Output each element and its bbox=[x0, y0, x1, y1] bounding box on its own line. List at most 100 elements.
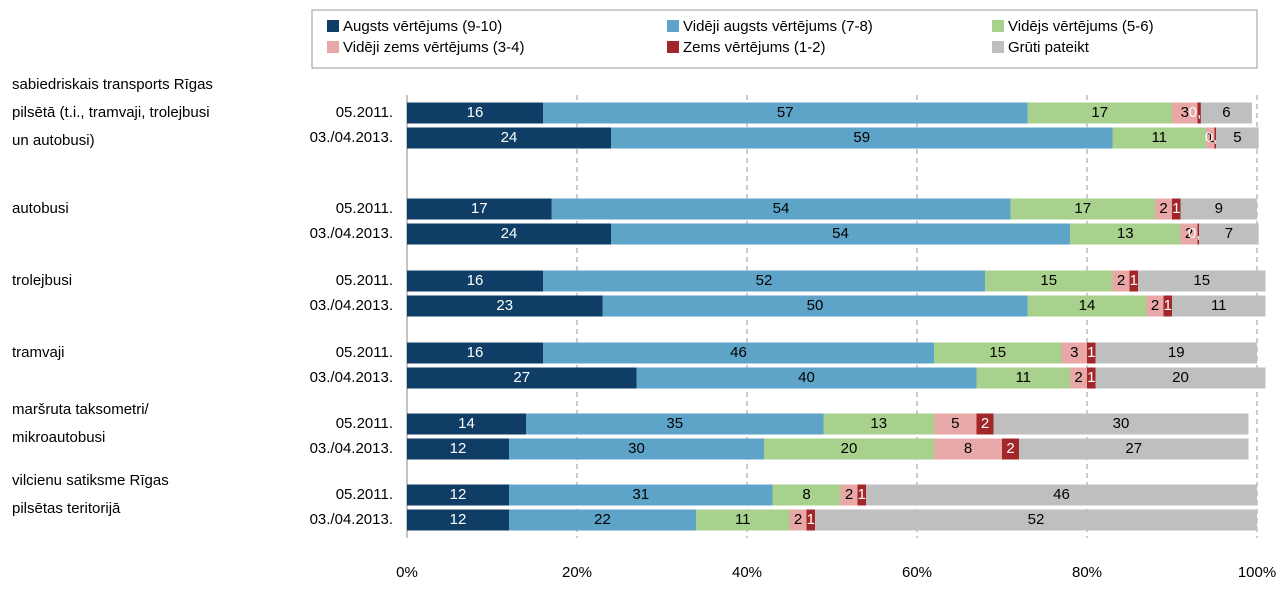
bar-segment bbox=[985, 270, 1113, 292]
bar-segment bbox=[509, 484, 773, 506]
data-label: 23 bbox=[496, 297, 513, 314]
data-label: 12 bbox=[450, 440, 467, 457]
data-label: 2 bbox=[981, 415, 989, 432]
data-label: 40 bbox=[798, 369, 815, 386]
data-label: 1 bbox=[1172, 200, 1180, 217]
legend-label: Augsts vērtējums (9-10) bbox=[343, 18, 502, 35]
data-label: 24 bbox=[501, 225, 518, 242]
legend-box bbox=[311, 9, 1258, 69]
bar-segment bbox=[407, 223, 611, 245]
bar-segment bbox=[1112, 127, 1206, 149]
legend-label: Vidēji augsts vērtējums (7-8) bbox=[683, 18, 873, 35]
bar-segment bbox=[1172, 295, 1266, 317]
data-label: 11 bbox=[735, 511, 751, 528]
group-label: pilsētas teritorijā bbox=[12, 500, 121, 517]
legend-label: Grūti pateikt bbox=[1008, 39, 1090, 56]
bar-segment bbox=[1180, 198, 1257, 220]
bar-segment bbox=[407, 295, 603, 317]
y-tick-label: 03./04.2013. bbox=[310, 440, 393, 457]
bar-segment bbox=[543, 342, 934, 364]
bar-segment bbox=[815, 509, 1257, 531]
y-tick-label: 05.2011. bbox=[336, 104, 393, 121]
group-label: autobusi bbox=[12, 200, 69, 217]
bar-segment bbox=[840, 484, 858, 506]
data-label: 2 bbox=[1151, 297, 1159, 314]
data-label: 1 bbox=[1130, 272, 1138, 289]
group-label: mikroautobusi bbox=[12, 429, 105, 446]
bar-segment bbox=[1197, 102, 1201, 124]
x-tick-label: 0% bbox=[396, 564, 418, 581]
bar-segment bbox=[772, 484, 841, 506]
bar-segment bbox=[934, 438, 1002, 460]
bar-segment bbox=[636, 367, 977, 389]
bar-segment bbox=[696, 509, 790, 531]
bar-segment bbox=[806, 509, 815, 531]
bar-segment bbox=[407, 413, 526, 435]
bar-segment bbox=[551, 198, 1011, 220]
bar-segment bbox=[866, 484, 1257, 506]
group-label: sabiedriskais transports Rīgas bbox=[12, 76, 213, 93]
bar-segment bbox=[1172, 198, 1181, 220]
data-label: 54 bbox=[832, 225, 849, 242]
x-tick-label: 100% bbox=[1238, 564, 1276, 581]
bar-segment bbox=[1112, 270, 1130, 292]
data-label: 9 bbox=[1215, 200, 1223, 217]
data-label: 2 bbox=[1074, 369, 1082, 386]
y-tick-label: 05.2011. bbox=[336, 272, 393, 289]
y-tick-label: 03./04.2013. bbox=[310, 297, 393, 314]
legend-label: Zems vērtējums (1-2) bbox=[683, 39, 826, 56]
bar-segment bbox=[823, 413, 934, 435]
group-label: vilcienu satiksme Rīgas bbox=[12, 472, 169, 489]
legend-swatch bbox=[327, 20, 339, 32]
data-label: 30 bbox=[1113, 415, 1130, 432]
bar-segment bbox=[407, 270, 543, 292]
group-label: tramvaji bbox=[12, 344, 65, 361]
data-label: 8 bbox=[802, 486, 810, 503]
bar-segment bbox=[857, 484, 866, 506]
legend-swatch bbox=[667, 20, 679, 32]
bar-segment bbox=[789, 509, 807, 531]
data-label: 3 bbox=[1070, 344, 1078, 361]
bar-segment bbox=[407, 509, 509, 531]
data-label: 17 bbox=[1074, 200, 1091, 217]
bar-segment bbox=[526, 413, 824, 435]
x-tick-label: 40% bbox=[732, 564, 762, 581]
data-label: 20 bbox=[841, 440, 858, 457]
data-label: 6 bbox=[1222, 104, 1230, 121]
data-label: 14 bbox=[1079, 297, 1096, 314]
x-tick-label: 60% bbox=[902, 564, 932, 581]
data-label: 31 bbox=[632, 486, 649, 503]
data-label: 2 bbox=[1159, 200, 1167, 217]
data-label: 2 bbox=[845, 486, 853, 503]
bar-segment bbox=[1155, 198, 1172, 220]
y-tick-label: 03./04.2013. bbox=[310, 369, 393, 386]
bar-segment bbox=[611, 127, 1113, 149]
bar-segment bbox=[1172, 102, 1198, 124]
y-tick-label: 05.2011. bbox=[336, 486, 393, 503]
bar-segment bbox=[407, 198, 552, 220]
group-label: un autobusi) bbox=[12, 132, 95, 149]
data-label: 12 bbox=[450, 511, 467, 528]
y-tick-label: 05.2011. bbox=[336, 200, 393, 217]
data-label: 24 bbox=[501, 129, 518, 146]
bar-segment bbox=[407, 438, 509, 460]
bar-segment bbox=[1146, 295, 1164, 317]
bar-segment bbox=[1019, 438, 1249, 460]
legend-label: Vidēji zems vērtējums (3-4) bbox=[343, 39, 524, 56]
data-label: 59 bbox=[853, 129, 870, 146]
x-tick-label: 20% bbox=[562, 564, 592, 581]
bar-segment bbox=[1061, 342, 1087, 364]
bar-segment bbox=[1027, 295, 1147, 317]
data-label: 16 bbox=[467, 104, 484, 121]
y-tick-label: 05.2011. bbox=[336, 344, 393, 361]
bar-segment bbox=[1216, 127, 1259, 149]
data-label: 7 bbox=[1225, 225, 1233, 242]
data-label: 1 bbox=[858, 486, 866, 503]
bar-segment bbox=[407, 127, 611, 149]
data-label: 27 bbox=[513, 369, 530, 386]
bar-segment bbox=[1206, 127, 1215, 149]
bar-segment bbox=[1200, 102, 1252, 124]
bar-segment bbox=[1180, 223, 1198, 245]
group-label: trolejbusi bbox=[12, 272, 72, 289]
